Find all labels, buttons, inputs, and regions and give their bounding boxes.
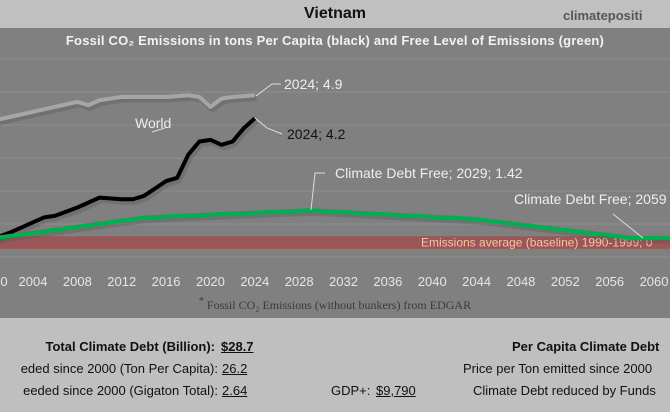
series-shadow	[0, 210, 670, 244]
baseline-label: Emissions average (baseline) 1990-1999; …	[421, 235, 653, 249]
x-tick-label: 2052	[551, 274, 580, 289]
x-tick-label: 2012	[107, 274, 136, 289]
total-debt-value: $28.7	[221, 339, 254, 354]
gigaton-label: eeded since 2000 (Gigaton Total):	[23, 383, 218, 398]
series-shadow	[0, 119, 259, 243]
total-debt-label: Total Climate Debt (Billion):	[45, 339, 215, 354]
leader-vietnam	[254, 117, 283, 135]
ton-per-capita-label: eded since 2000 (Ton Per Capita):	[20, 361, 218, 376]
page-title: Vietnam	[304, 5, 366, 22]
gdp-label: GDP+:	[331, 383, 371, 398]
gigaton-value: 2.64	[222, 383, 248, 398]
gdp-value: $9,790	[376, 383, 416, 398]
x-tick-label: 2020	[196, 274, 225, 289]
x-tick-label: 2024	[240, 274, 269, 289]
leader-world	[255, 83, 281, 97]
annotation-debt-free-2029: Climate Debt Free; 2029; 1.42	[335, 165, 523, 181]
series-line-free-level	[0, 208, 670, 240]
x-tick-label: 2048	[506, 274, 535, 289]
x-tick-label: 0	[0, 274, 7, 289]
x-tick-label: 2016	[152, 274, 181, 289]
x-tick-label: 2032	[329, 274, 358, 289]
annotation-world: World	[135, 115, 171, 131]
footnote-text: Fossil CO₂ Emissions (without bunkers) f…	[206, 298, 472, 312]
x-tick-label: 2004	[19, 274, 48, 289]
chart-area	[0, 28, 670, 318]
leader-debt-free-2059	[612, 213, 644, 239]
annotation-debt-free-2059: Climate Debt Free; 2059	[514, 191, 667, 207]
x-tick-label: 2036	[373, 274, 402, 289]
x-tick-label: 2008	[63, 274, 92, 289]
chart-title: Fossil CO₂ Emissions in tons Per Capita …	[65, 33, 605, 48]
footnote: * Fossil CO₂ Emissions (without bunkers)…	[198, 296, 472, 312]
series-line-world	[0, 93, 255, 122]
brand-logo-text: climatepositi	[563, 8, 643, 23]
header-bar	[0, 0, 670, 28]
debt-reduced-label: Climate Debt reduced by Funds	[473, 383, 656, 398]
leader-world-label	[151, 127, 166, 133]
annotation-world-value: 2024; 4.9	[284, 76, 343, 92]
x-tick-label: 2044	[462, 274, 491, 289]
price-per-ton-label: Price per Ton emitted since 2000	[463, 361, 653, 376]
x-tick-label: 2040	[418, 274, 447, 289]
x-tick-label: 2060	[640, 274, 669, 289]
baseline-band	[0, 236, 670, 249]
x-tick-label: 2056	[595, 274, 624, 289]
leader-debt-free-2029	[310, 172, 325, 211]
series-line-vietnam	[0, 116, 257, 239]
x-tick-label: 2028	[285, 274, 314, 289]
chart-svg: Emissions average (baseline) 1990-1999; …	[0, 58, 670, 289]
series-shadow	[0, 95, 257, 126]
annotation-vietnam-value: 2024; 4.2	[287, 126, 346, 142]
per-capita-debt-label: Per Capita Climate Debt	[512, 339, 660, 354]
ton-per-capita-value: 26.2	[222, 361, 248, 376]
